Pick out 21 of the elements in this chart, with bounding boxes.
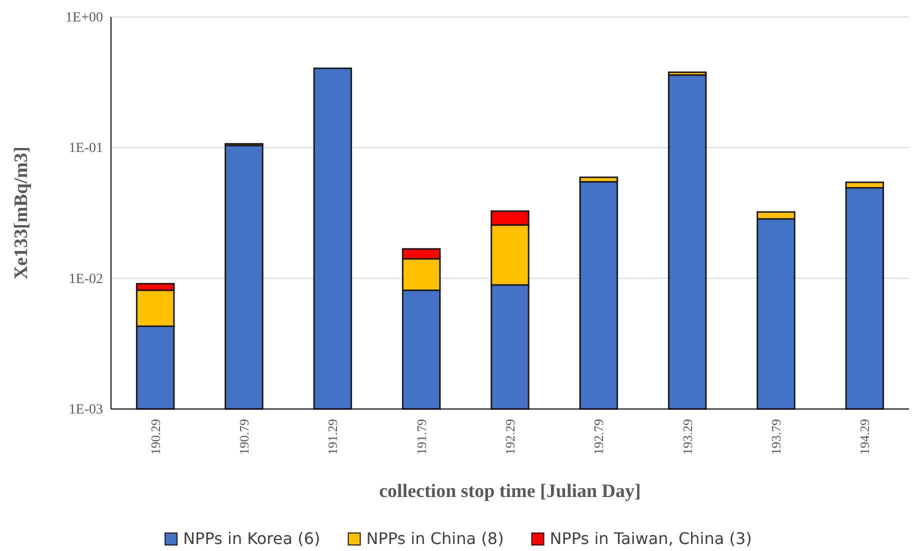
x-tick-label: 193.79 <box>768 419 784 455</box>
x-tick-label: 191.29 <box>325 419 340 455</box>
legend-label: NPPs in Taiwan, China (3) <box>550 529 752 548</box>
x-tick-label: 190.79 <box>236 419 252 455</box>
bar <box>668 74 707 410</box>
x-tick-label: 191.79 <box>414 419 429 455</box>
bar <box>313 68 352 410</box>
x-tick-label: 193.29 <box>680 419 695 455</box>
x-tick-label: 190.29 <box>148 419 163 455</box>
bar <box>224 144 264 410</box>
legend-label: NPPs in China (8) <box>366 529 504 548</box>
legend-label: NPPs in Korea (6) <box>183 529 320 548</box>
y-tick-label: 1E-01 <box>68 141 103 156</box>
y-tick-label: 1E+00 <box>66 10 103 26</box>
x-tick-label: 194.29 <box>857 419 872 455</box>
x-tick-label: 192.79 <box>591 419 606 455</box>
x-tick-label: 192.29 <box>502 419 518 455</box>
y-tick-label: 1E-03 <box>68 402 103 418</box>
y-axis-title: Xe133[mBq/m3] <box>11 146 32 280</box>
x-axis-title: collection stop time [Julian Day] <box>379 481 641 502</box>
y-tick-label: 1E-02 <box>68 272 103 287</box>
